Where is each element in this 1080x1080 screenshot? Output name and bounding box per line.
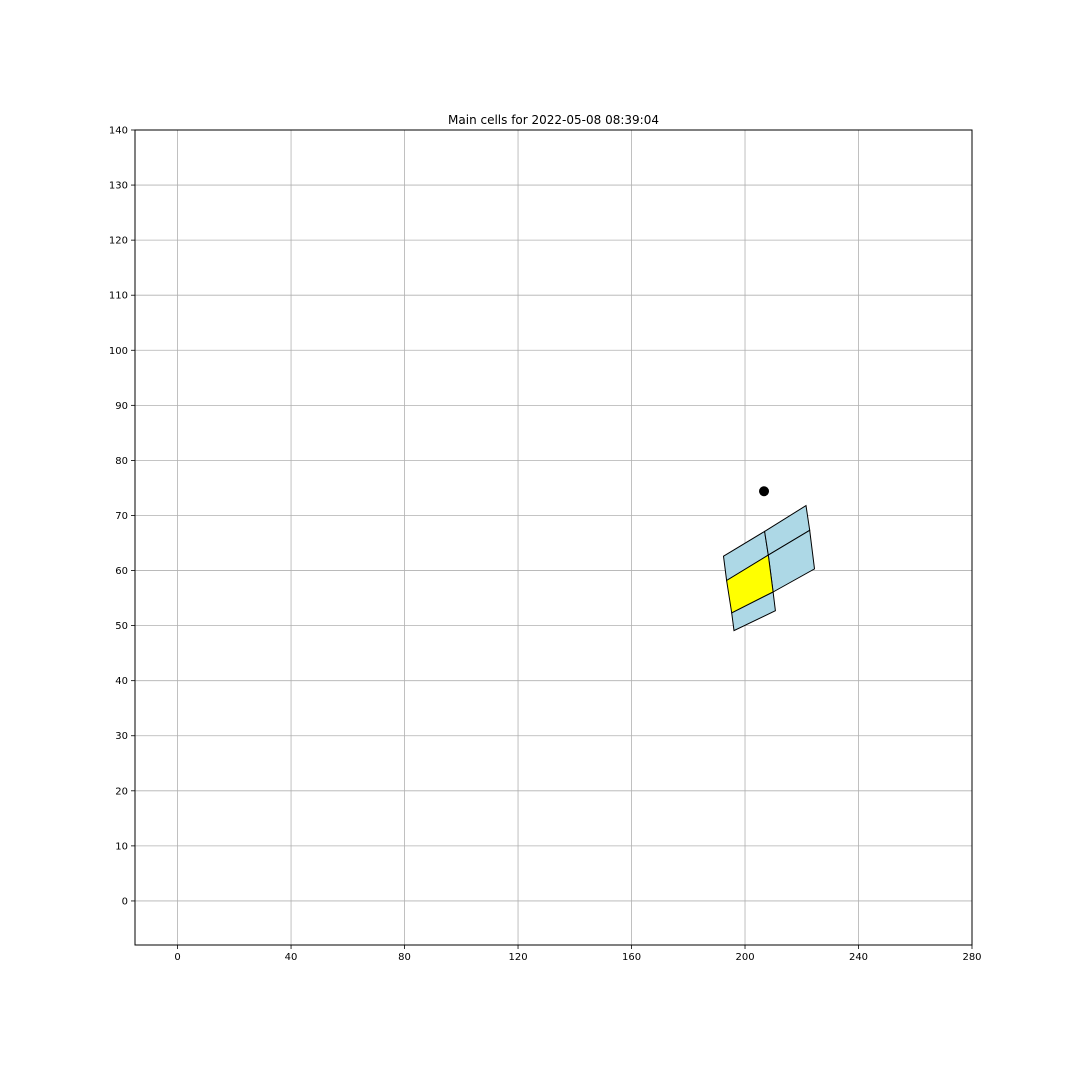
points bbox=[759, 486, 770, 497]
cells bbox=[722, 504, 816, 632]
x-tick-label: 160 bbox=[622, 952, 641, 963]
y-tick-label: 40 bbox=[115, 676, 128, 687]
y-tick-label: 20 bbox=[115, 786, 128, 797]
x-tick-label: 280 bbox=[962, 952, 981, 963]
cell-lower bbox=[731, 591, 776, 632]
x-tick-label: 0 bbox=[174, 952, 180, 963]
x-tick-label: 40 bbox=[285, 952, 298, 963]
y-tick-label: 130 bbox=[109, 181, 128, 192]
y-tick-label: 30 bbox=[115, 731, 128, 742]
y-tick-label: 110 bbox=[109, 291, 128, 302]
y-tick-label: 60 bbox=[115, 566, 128, 577]
y-tick-label: 80 bbox=[115, 456, 128, 467]
x-tick-label: 200 bbox=[735, 952, 754, 963]
y-axis: 0 10 20 30 40 50 60 70 80 90 100 110 120 130 140 bbox=[109, 126, 135, 907]
x-tick-label: 240 bbox=[849, 952, 868, 963]
x-tick-label: 120 bbox=[508, 952, 527, 963]
plot-area-frame bbox=[134, 129, 973, 946]
chart-title: Main cells for 2022-05-08 08:39:04 bbox=[448, 113, 659, 127]
y-tick-label: 140 bbox=[109, 126, 128, 137]
x-tick-label: 80 bbox=[398, 952, 411, 963]
y-tick-label: 0 bbox=[122, 896, 128, 907]
y-tick-label: 120 bbox=[109, 236, 128, 247]
y-tick-label: 90 bbox=[115, 401, 128, 412]
x-axis: 0 40 80 120 160 200 240 280 bbox=[174, 945, 982, 963]
y-tick-label: 100 bbox=[109, 346, 128, 357]
y-tick-label: 10 bbox=[115, 841, 128, 852]
data-point bbox=[759, 486, 770, 497]
y-tick-label: 70 bbox=[115, 511, 128, 522]
y-tick-label: 50 bbox=[115, 621, 128, 632]
